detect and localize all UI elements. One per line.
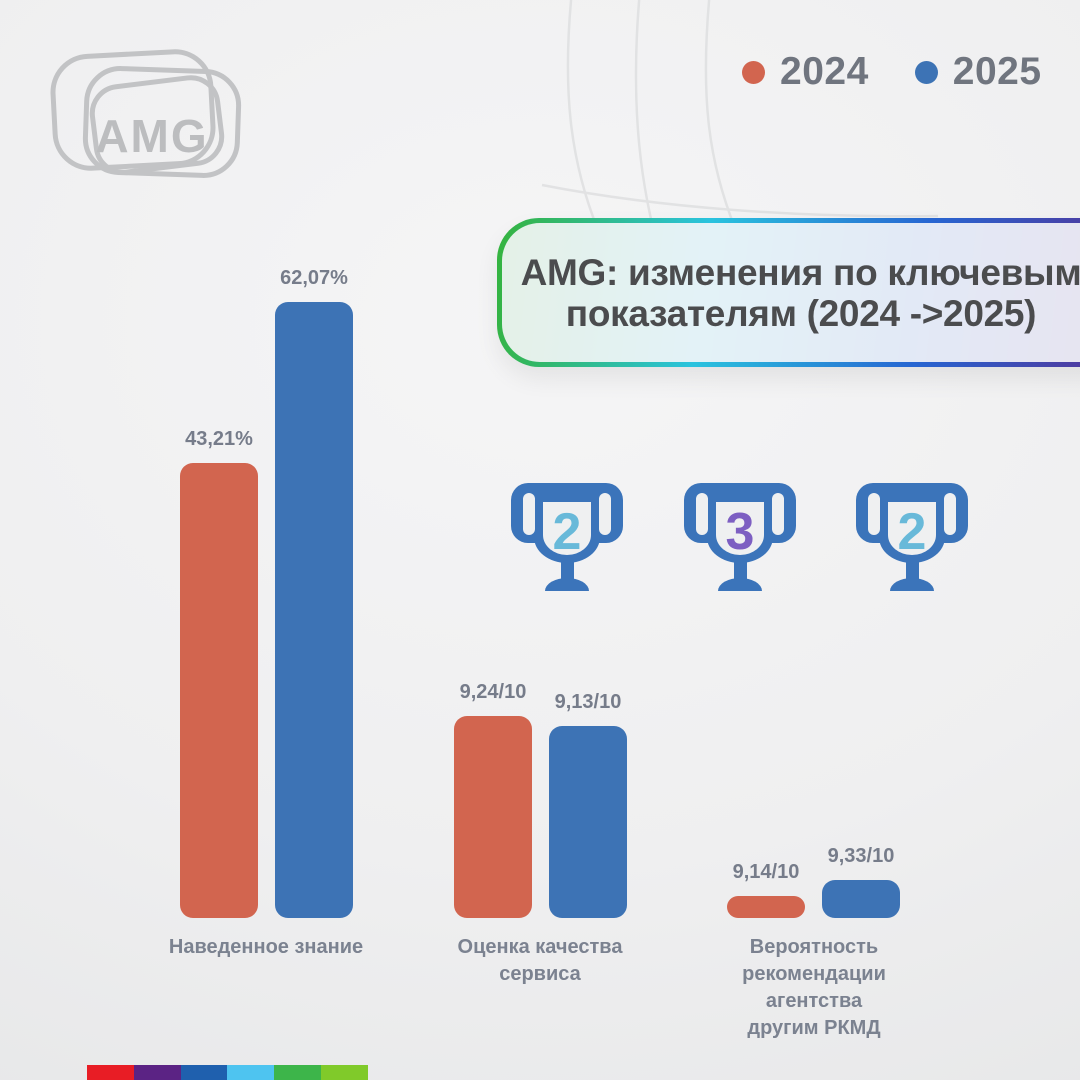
amg-logo-text: AMG — [95, 110, 208, 162]
amg-logo-icon: AMG — [50, 49, 242, 178]
legend-item-2025: 2025 — [914, 50, 1042, 94]
bar-column-service-2024: 9,24/10 — [454, 681, 532, 918]
bar-2025 — [822, 880, 900, 918]
trophy-icon-3: 2 — [856, 483, 968, 591]
legend: 2024 2025 — [742, 50, 1042, 94]
legend-item-2024: 2024 — [742, 50, 869, 94]
stripe-segment-green — [274, 1065, 322, 1080]
stripe-segment-cyan — [227, 1065, 275, 1080]
legend-label-2024: 2024 — [780, 50, 869, 93]
trophy-number-3: 2 — [898, 503, 927, 561]
page-title: AMG: изменения по ключевым показателям (… — [521, 252, 1080, 334]
footer-stripe — [87, 1065, 368, 1080]
bar-value-label: 9,14/10 — [732, 861, 800, 883]
bar-2025 — [275, 302, 353, 918]
trophy-number-2: 3 — [726, 503, 755, 561]
page-title-line-1: AMG: изменения по ключевым — [520, 251, 1080, 293]
stripe-segment-blue — [180, 1065, 228, 1080]
bar-value-label: 43,21% — [185, 428, 253, 450]
trophy-icon-1: 2 — [511, 483, 623, 591]
legend-dot-2025 — [914, 60, 938, 84]
bar-column-service-2025: 9,13/10 — [549, 691, 627, 918]
stripe-segment-red — [87, 1065, 134, 1080]
title-box-inner: AMG: изменения по ключевым показателям (… — [502, 223, 1080, 362]
legend-dot-2024 — [742, 60, 765, 84]
bar-value-label: 9,24/10 — [459, 681, 527, 703]
bar-column-knowledge-2024: 43,21% — [180, 428, 258, 918]
stripe-segment-lightgreen — [321, 1065, 368, 1080]
trophy-icon-2: 3 — [684, 483, 796, 591]
bar-column-knowledge-2025: 62,07% — [275, 267, 353, 918]
bar-value-label: 9,33/10 — [827, 845, 895, 867]
bar-value-label: 9,13/10 — [554, 691, 622, 713]
legend-label-2025: 2025 — [952, 50, 1042, 93]
bar-2024 — [727, 896, 805, 918]
bar-2025 — [549, 726, 627, 918]
category-label-knowledge: Наведенное знание — [168, 936, 364, 958]
trophy-number-1: 2 — [553, 503, 582, 561]
category-label-recommend: Вероятность рекомендации агентства други… — [742, 936, 886, 1039]
category-label-service: Оценка качества сервиса — [457, 936, 623, 985]
bar-2024 — [454, 716, 532, 918]
bar-value-label: 62,07% — [280, 267, 348, 289]
title-box: AMG: изменения по ключевым показателям (… — [497, 218, 1080, 367]
bar-column-recommend-2025: 9,33/10 — [822, 845, 900, 918]
bar-column-recommend-2024: 9,14/10 — [727, 861, 805, 918]
page-title-line-2: показателям (2024 ->2025) — [565, 292, 1037, 334]
bar-2024 — [180, 463, 258, 918]
stripe-segment-purple — [133, 1065, 181, 1080]
